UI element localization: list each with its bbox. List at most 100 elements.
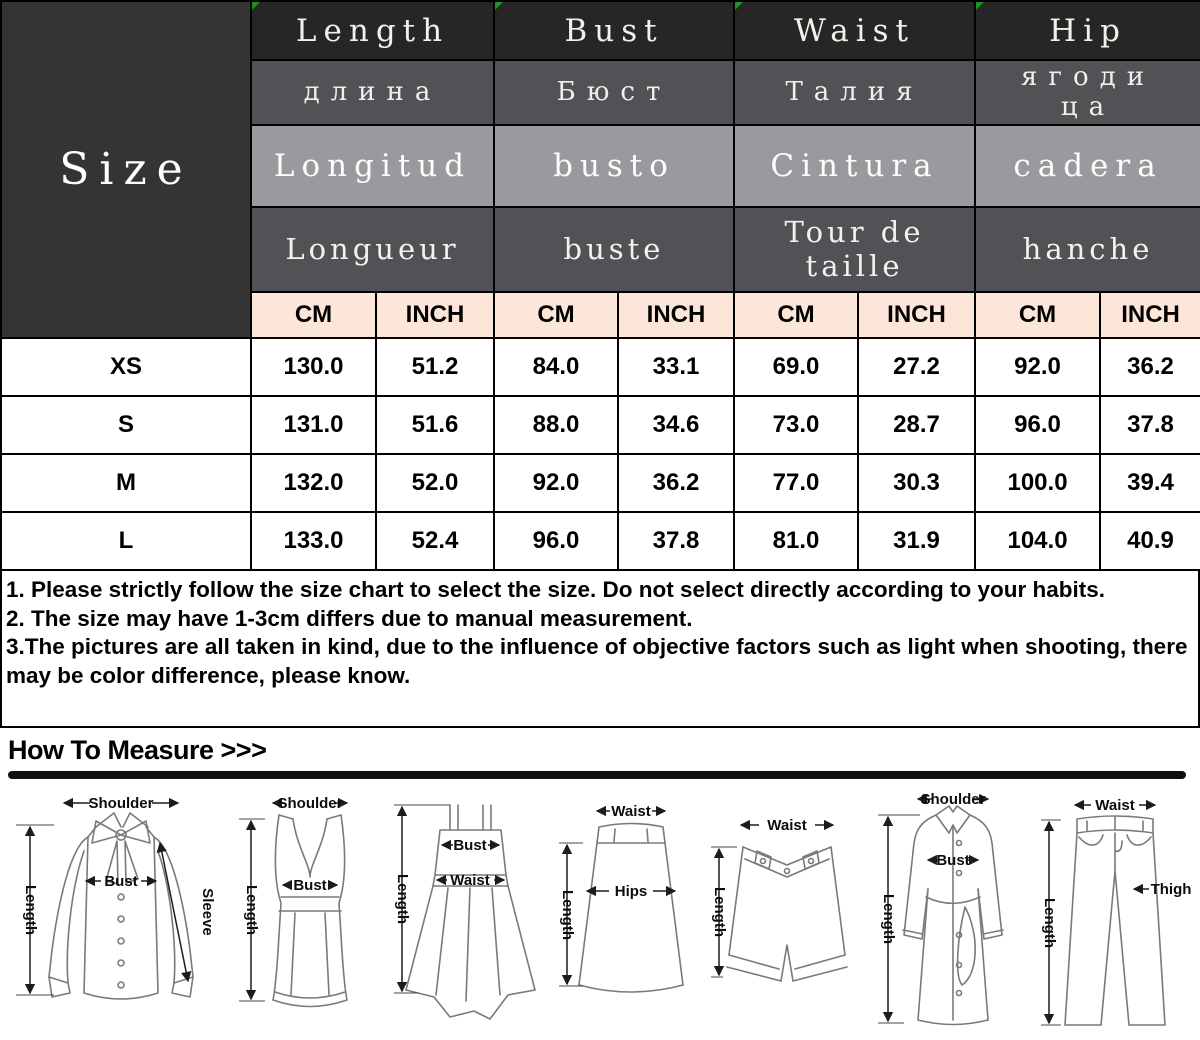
value-cell: 77.0: [733, 453, 860, 513]
garment-dress-diagram: Bust Waist Length: [393, 804, 536, 1020]
value-cell: 92.0: [493, 453, 620, 513]
value-cell: 52.4: [374, 511, 496, 571]
unit-cell-inch: INCH: [617, 291, 736, 339]
value-cell: 33.1: [617, 337, 736, 397]
garment-shorts-diagram: Waist Length: [711, 817, 849, 982]
value-cell: 81.0: [733, 511, 860, 571]
header-cell-waist-es: Cintura: [733, 124, 977, 208]
cell-corner-marker-icon: [977, 3, 985, 10]
unit-cell-inch: INCH: [1099, 291, 1200, 339]
blouse-shoulder-label: Shoulder: [88, 795, 153, 812]
header-cell-hip-ru: ягоди ца: [974, 59, 1200, 126]
value-cell: 31.9: [857, 511, 977, 571]
unit-cell-cm: CM: [733, 291, 860, 339]
value-cell: 96.0: [493, 511, 620, 571]
size-chart-table: Size Length Bust Waist Hip длина Бюст Та…: [0, 0, 1200, 571]
note-line-2: 2. The size may have 1-3cm differs due t…: [6, 605, 693, 631]
header-cell-bust-es: busto: [493, 124, 736, 208]
note-line-1: 1. Please strictly follow the size chart…: [6, 577, 1106, 602]
header-cell-length-es: Longitud: [249, 124, 496, 208]
jeans-length-label: Length: [1041, 898, 1058, 948]
value-cell: 28.7: [857, 395, 977, 455]
coat-outline: [901, 805, 1004, 1026]
blouse-sleeve-label: Sleeve: [199, 888, 216, 936]
dress-outline: [404, 804, 536, 1020]
value-cell: 73.0: [733, 395, 860, 455]
size-row-label: M: [0, 453, 252, 513]
value-cell: 37.8: [1099, 395, 1200, 455]
header-label: Length: [295, 12, 450, 49]
tank-shoulder-label: Shoulder: [278, 795, 343, 812]
value-cell: 69.0: [733, 337, 860, 397]
tank-bust-label: Bust: [294, 877, 327, 894]
header-cell-length-ru: длина: [249, 59, 496, 126]
cell-corner-marker-icon: [253, 3, 260, 10]
shorts-waist-label: Waist: [768, 817, 807, 834]
header-cell-bust-ru: Бюст: [493, 59, 736, 126]
value-cell: 131.0: [250, 395, 377, 455]
header-cell-waist-fr: Tour de taille: [733, 206, 977, 293]
skirt-hips-label: Hips: [615, 883, 648, 900]
size-row-label: L: [0, 511, 252, 571]
dress-waist-label: Waist: [450, 872, 489, 889]
value-cell: 100.0: [974, 453, 1102, 513]
size-header-cell: Size: [0, 0, 252, 339]
cell-corner-marker-icon: [736, 3, 744, 10]
garment-blouse-diagram: Shoulder Bust Length Sleeve: [16, 795, 216, 1000]
garment-tank-top-diagram: Shoulder Bust Length: [239, 795, 349, 1008]
skirt-outline: [578, 822, 684, 993]
value-cell: 30.3: [857, 453, 977, 513]
blouse-outline: [48, 812, 194, 1000]
value-cell: 84.0: [493, 337, 620, 397]
shorts-length-label: Length: [711, 887, 728, 937]
header-label: Bust: [564, 12, 664, 49]
value-cell: 27.2: [857, 337, 977, 397]
tank-top-outline: [272, 814, 349, 1008]
blouse-bust-label: Bust: [104, 873, 137, 890]
value-cell: 40.9: [1099, 511, 1200, 571]
value-cell: 51.6: [374, 395, 496, 455]
coat-length-label: Length: [880, 894, 897, 944]
header-cell-hip-es: cadera: [974, 124, 1200, 208]
section-divider: [8, 771, 1186, 779]
how-to-measure-diagrams: Shoulder Bust Length Sleeve Shoulder Bus…: [0, 779, 1200, 1040]
garment-jeans-diagram: Waist Thigh Length: [1040, 797, 1192, 1026]
value-cell: 132.0: [250, 453, 377, 513]
header-cell-length-fr: Longueur: [249, 206, 496, 293]
measurement-arrows: [393, 804, 505, 994]
dress-length-label: Length: [394, 874, 411, 924]
value-cell: 52.0: [374, 453, 496, 513]
jeans-thigh-label: Thigh: [1151, 881, 1192, 898]
value-cell: 96.0: [974, 395, 1102, 455]
unit-cell-cm: CM: [974, 291, 1102, 339]
unit-cell-inch: INCH: [857, 291, 977, 339]
measurement-arrows: [711, 819, 835, 978]
size-row-label: S: [0, 395, 252, 455]
coat-bust-label: Bust: [936, 852, 969, 869]
header-cell-bust-fr: buste: [493, 206, 736, 293]
cell-corner-marker-icon: [496, 3, 504, 10]
skirt-waist-label: Waist: [611, 803, 650, 820]
header-label: Waist: [794, 12, 915, 49]
header-cell-bust-en: Bust: [493, 0, 736, 61]
size-chart-notes: 1. Please strictly follow the size chart…: [0, 571, 1200, 728]
shorts-outline: [726, 846, 849, 982]
jeans-waist-label: Waist: [1095, 797, 1134, 814]
value-cell: 133.0: [250, 511, 377, 571]
unit-cell-cm: CM: [250, 291, 377, 339]
header-cell-hip-fr: hanche: [974, 206, 1200, 293]
value-cell: 51.2: [374, 337, 496, 397]
value-cell: 34.6: [617, 395, 736, 455]
note-line-3: 3.The pictures are all taken in kind, du…: [6, 634, 1188, 688]
size-row-label: XS: [0, 337, 252, 397]
header-cell-length-en: Length: [249, 0, 496, 61]
value-cell: 36.2: [1099, 337, 1200, 397]
skirt-length-label: Length: [559, 890, 576, 940]
header-cell-waist-en: Waist: [733, 0, 977, 61]
value-cell: 39.4: [1099, 453, 1200, 513]
coat-shoulder-label: Shoulder: [920, 791, 985, 808]
header-label: Hip: [1049, 12, 1127, 49]
jeans-outline: [1064, 815, 1166, 1026]
measurement-arrows: [558, 805, 677, 987]
unit-cell-inch: INCH: [374, 291, 496, 339]
